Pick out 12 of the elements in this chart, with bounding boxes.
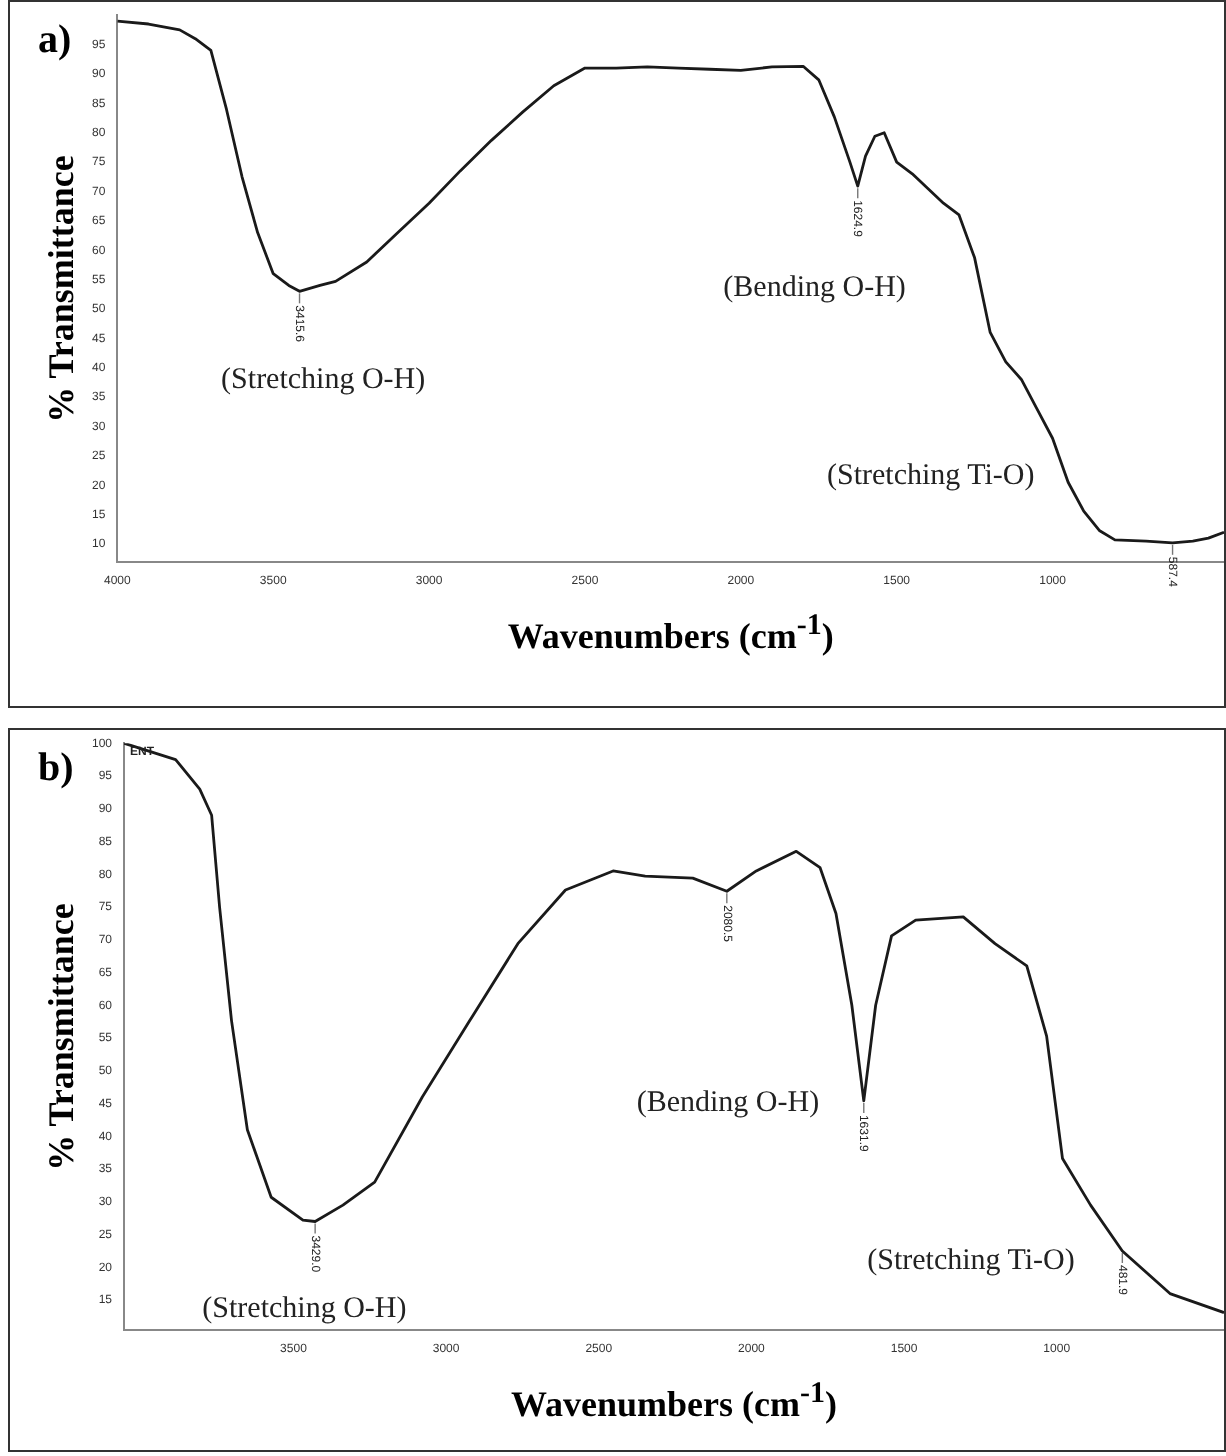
annotation: (Stretching O-H) (221, 363, 426, 396)
chart-title: b) (38, 746, 74, 792)
annotation: (Bending O-H) (636, 1087, 820, 1120)
y-axis-title: % Transmittance (40, 902, 83, 1171)
annotation: (Stretching O-H) (202, 1292, 407, 1325)
annotation: (Stretching Ti-O) (867, 1245, 1075, 1278)
y-axis-title: % Transmittance (40, 154, 83, 423)
x-axis-title: Wavenumbers (cm$^{-1}$) (511, 1377, 837, 1426)
annotation: (Bending O-H) (723, 272, 906, 305)
annotation: (Stretching Ti-O) (826, 460, 1035, 493)
chart-title: a) (38, 18, 72, 64)
x-axis-title: Wavenumbers (cm$^{-1}$) (507, 609, 834, 658)
